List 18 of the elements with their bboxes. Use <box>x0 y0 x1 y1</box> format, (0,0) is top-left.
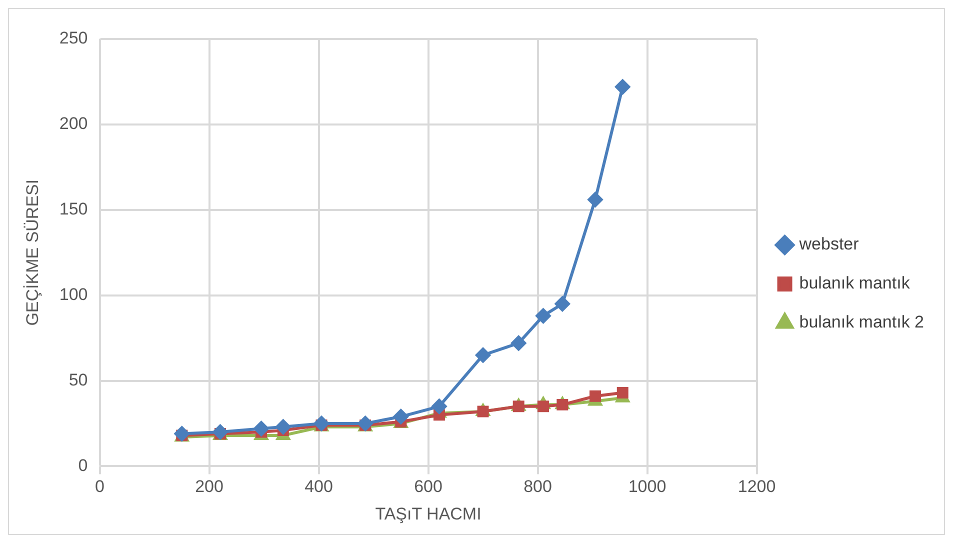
legend-label: webster <box>798 234 860 254</box>
x-tick-label: 800 <box>524 477 552 496</box>
x-tick-label: 600 <box>414 477 442 496</box>
y-axis-title: GEÇİKME SÜRESI <box>22 179 42 326</box>
y-tick-label: 250 <box>59 28 88 48</box>
y-tick-label: 200 <box>59 114 88 134</box>
y-tick-label: 100 <box>59 285 88 304</box>
x-tick-label: 200 <box>195 477 224 496</box>
x-tick-label: 1000 <box>628 477 666 496</box>
legend-label: bulanık mantık <box>799 274 910 293</box>
y-tick-label: 150 <box>59 200 88 219</box>
x-tick-label: 0 <box>95 477 104 496</box>
legend-label: bulanık mantık 2 <box>799 312 924 332</box>
y-tick-label: 50 <box>68 370 88 390</box>
x-tick-label: 1200 <box>738 477 776 496</box>
x-axis-title: TAŞıT HACMI <box>375 504 482 524</box>
x-tick-label: 400 <box>304 477 333 496</box>
y-tick-label: 0 <box>78 456 88 475</box>
